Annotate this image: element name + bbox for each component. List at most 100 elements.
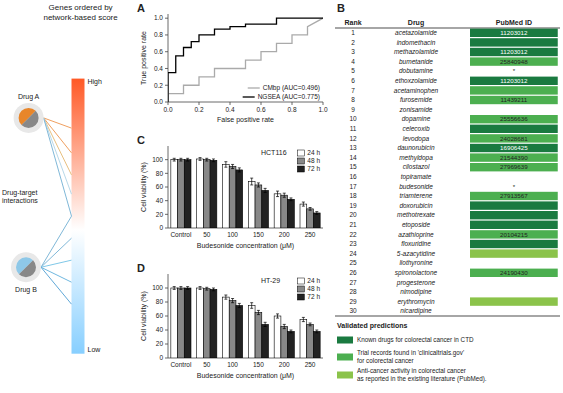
- drug-name: etoposide: [402, 221, 431, 229]
- error-stem: [251, 303, 252, 309]
- y-tick: [165, 34, 168, 35]
- pubmed-id: 25556636: [500, 115, 528, 122]
- bar: [184, 160, 191, 228]
- pubmed-id: 21544390: [500, 154, 528, 161]
- drug-name: progesterone: [396, 279, 436, 287]
- text-line: 6: [351, 77, 355, 84]
- error-bar: [257, 310, 260, 314]
- x-tick-label: Control: [170, 231, 192, 238]
- text-line: Budesonide concentration (μM): [197, 242, 294, 250]
- text-line: 17: [349, 183, 357, 190]
- bar: [307, 209, 314, 228]
- text-line: 24190430: [500, 269, 528, 276]
- rank: 2: [351, 39, 355, 46]
- pubmed-cell: [470, 249, 558, 257]
- y-tick: [165, 200, 168, 201]
- error-bar: [250, 178, 253, 185]
- error-bar: [276, 314, 279, 318]
- text-line: 0.0: [154, 98, 163, 105]
- drug-name: nicardipine: [400, 307, 432, 315]
- y-tick-label: 20: [156, 211, 164, 218]
- text-line: 25556636: [500, 115, 528, 122]
- pubmed-cell: [470, 29, 558, 37]
- pubmed-cell: [470, 115, 558, 123]
- error-cap: [289, 330, 292, 331]
- error-cap: [212, 288, 215, 289]
- error-cap: [179, 286, 182, 287]
- pubmed-id: 11203012: [500, 29, 528, 36]
- error-cap: [289, 197, 292, 198]
- bar: [288, 331, 295, 358]
- x-tick-label: 250: [305, 361, 316, 368]
- error-stem: [258, 183, 259, 187]
- rank: 12: [349, 135, 357, 142]
- bar: [248, 306, 255, 359]
- error-cap: [276, 318, 279, 319]
- bar: [178, 160, 185, 228]
- text-line: 29: [349, 298, 357, 305]
- error-cap: [257, 314, 260, 315]
- text-line: 150: [253, 231, 264, 238]
- rank: 27: [349, 279, 357, 286]
- pubmed-cell: [470, 201, 558, 209]
- error-bar: [315, 212, 318, 215]
- error-stem: [303, 202, 304, 206]
- y-tick-label: 100: [152, 284, 163, 291]
- rank: 24: [349, 250, 357, 257]
- bar: [255, 313, 262, 359]
- pubmed-cell: [470, 173, 558, 181]
- pubmed-cell: [470, 144, 558, 152]
- bar: [197, 159, 204, 228]
- drug-name: 5-azacytidine: [397, 250, 436, 258]
- error-stem: [310, 323, 311, 326]
- pubmed-cell: [470, 86, 558, 94]
- text-line: 100: [152, 284, 163, 291]
- text-line: 5-azacytidine: [397, 250, 436, 258]
- rank: 18: [349, 192, 357, 199]
- y-tick-label: 100: [152, 156, 163, 163]
- text-line: 48 h: [307, 285, 320, 292]
- drug-name: furosemide: [400, 96, 433, 103]
- text-line: 21: [349, 221, 357, 228]
- text-line: 11203012: [500, 48, 528, 55]
- text-line: Drug A: [18, 93, 40, 101]
- text-line: Control: [170, 231, 192, 238]
- pubmed-cell: [470, 67, 558, 75]
- x-tick: [292, 102, 293, 105]
- bar: [210, 289, 217, 358]
- error-stem: [251, 178, 252, 185]
- error-stem: [316, 330, 317, 333]
- text-line: etoposide: [402, 221, 431, 229]
- bar: [197, 288, 204, 358]
- error-stem: [232, 299, 233, 303]
- error-bar: [199, 158, 202, 161]
- text-line: nicardipine: [400, 307, 432, 315]
- high-label: High: [88, 78, 103, 86]
- error-stem: [200, 287, 201, 290]
- x-tick-label: 100: [227, 361, 238, 368]
- error-cap: [238, 171, 241, 172]
- y-label: True positive rate: [140, 31, 148, 85]
- bar: [236, 170, 243, 228]
- bar: [262, 324, 269, 358]
- error-cap: [302, 202, 305, 203]
- text-line: 100: [227, 231, 238, 238]
- drug-name: methotrexate: [397, 211, 435, 218]
- legend: CMbp (AUC=0.496)NGSEA (AUC=0.775): [243, 84, 320, 101]
- text-line: 11439211: [501, 96, 528, 103]
- y-tick: [165, 68, 168, 69]
- text-line: Drug B: [15, 286, 37, 294]
- error-cap: [173, 158, 176, 159]
- x-tick-label: 0.0: [163, 106, 172, 113]
- error-bar: [238, 168, 241, 172]
- pubmed-id: 25840948: [500, 58, 528, 65]
- error-bar: [283, 324, 286, 328]
- low-label: Low: [88, 346, 102, 353]
- error-stem: [213, 159, 214, 162]
- text-line: 16906425: [500, 144, 528, 151]
- legend: 24 h48 h72 h: [297, 149, 320, 172]
- rank: 10: [349, 115, 357, 122]
- text-line: indomethacin: [397, 39, 436, 46]
- text-line: D: [137, 262, 145, 274]
- error-bar: [283, 193, 286, 197]
